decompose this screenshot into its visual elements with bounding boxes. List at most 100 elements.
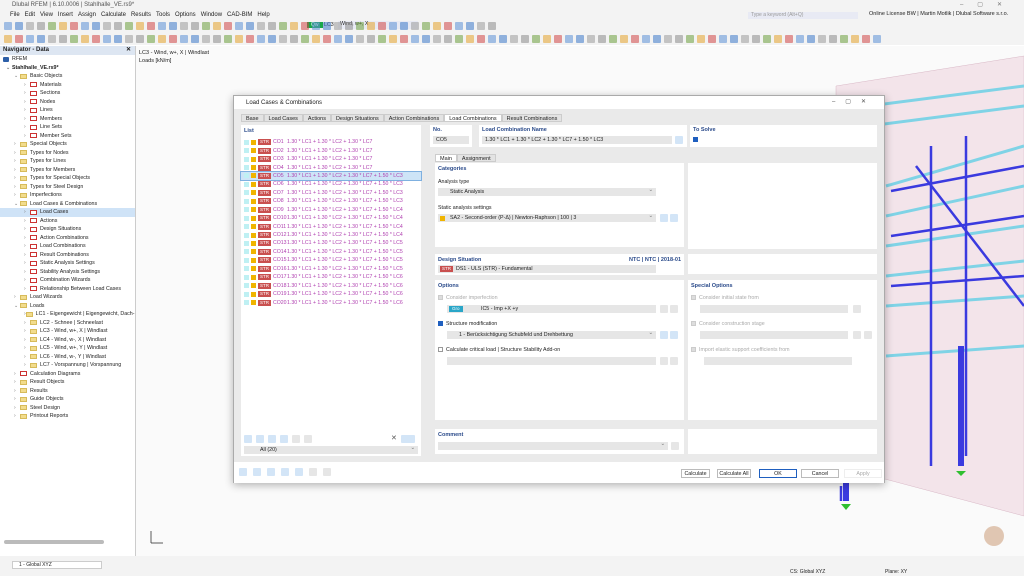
tab-result-combinations[interactable]: Result Combinations — [501, 114, 563, 122]
elastic-support-select[interactable] — [704, 357, 852, 365]
dialog-window-controls[interactable]: –▢✕ — [831, 99, 876, 105]
structure-modification-checkbox[interactable] — [438, 321, 443, 327]
toolbar-tool-icon[interactable] — [125, 34, 133, 43]
toolbar-tool-icon[interactable] — [235, 34, 243, 43]
toolbar-tool-icon[interactable] — [180, 34, 188, 43]
toolbar-tool-icon[interactable] — [158, 34, 166, 43]
toolbar-tool-icon[interactable] — [268, 34, 276, 43]
copy-icon[interactable] — [256, 435, 264, 443]
list-item[interactable]: STR CO18 1.30 * LC1 + 1.30 * LC2 + 1.30 * … — [241, 281, 421, 289]
tree-item-calculation-diagrams[interactable]: › Calculation Diagrams — [0, 370, 135, 379]
tree-item-lc2-schnee-schneelast[interactable]: › LC2 - Schnee | Schneelast — [0, 319, 135, 328]
close-icon[interactable]: ✕ — [125, 47, 131, 53]
tab-action-combinations[interactable]: Action Combinations — [383, 114, 445, 122]
toolbar-tool-icon[interactable] — [147, 34, 155, 43]
to-solve-checkbox[interactable] — [693, 137, 698, 142]
tree-item-member-sets[interactable]: › Member Sets — [0, 132, 135, 141]
toolbar-tool-icon[interactable] — [609, 34, 617, 43]
analysis-type-select[interactable]: Static Analysis — [438, 186, 656, 196]
tree-item-steel-design[interactable]: › Steel Design — [0, 404, 135, 413]
sort-icon[interactable] — [304, 435, 312, 443]
toolbar-tool-icon[interactable] — [59, 34, 67, 43]
window-controls[interactable]: –▢✕ — [959, 2, 1016, 8]
toolbar-tool-icon[interactable] — [411, 34, 419, 43]
tree-item-line-sets[interactable]: › Line Sets — [0, 123, 135, 132]
tree-item-basic-objects[interactable]: ⌄ Basic Objects — [0, 72, 135, 81]
toolbar-tool-icon[interactable] — [202, 34, 210, 43]
toolbar-tool-icon[interactable] — [543, 34, 551, 43]
tree-item-design-situations[interactable]: › Design Situations — [0, 225, 135, 234]
chevron-right-icon[interactable]: › — [24, 251, 26, 258]
toolbar-tool-icon[interactable] — [257, 21, 265, 30]
chevron-right-icon[interactable]: › — [24, 209, 26, 216]
tree-item-materials[interactable]: › Materials — [0, 81, 135, 90]
tree-item-lines[interactable]: › Lines — [0, 106, 135, 115]
new-settings-icon[interactable] — [660, 214, 668, 222]
toolbar-tool-icon[interactable] — [37, 21, 45, 30]
chevron-right-icon[interactable]: › — [24, 285, 26, 292]
toolbar-tool-icon[interactable] — [422, 34, 430, 43]
toolbar-tool-icon[interactable] — [389, 21, 397, 30]
graphics-icon[interactable] — [267, 468, 275, 476]
toolbar-tool-icon[interactable] — [279, 34, 287, 43]
construction-stage-select[interactable] — [700, 331, 848, 339]
chevron-right-icon[interactable]: › — [14, 370, 16, 377]
check-icon[interactable] — [268, 435, 276, 443]
static-settings-select[interactable]: SA2 - Second-order (P-Δ) | Newton-Raphso… — [438, 212, 656, 222]
chevron-right-icon[interactable]: › — [24, 362, 26, 369]
list-item[interactable]: STR CO16 1.30 * LC1 + 1.30 * LC2 + 1.30 * … — [241, 265, 421, 273]
toolbar-tool-icon[interactable] — [301, 21, 309, 30]
toolbar-tool-icon[interactable] — [191, 21, 199, 30]
combination-name-field[interactable]: 1.30 * LC1 + 1.30 * LC2 + 1.30 * LC7 + 1… — [482, 136, 672, 144]
tree-item-lc4-wind-w-x-windlast[interactable]: › LC4 - Wind, w-, X | Windlast — [0, 336, 135, 345]
toolbar-tool-icon[interactable] — [499, 34, 507, 43]
chevron-right-icon[interactable]: › — [24, 260, 26, 267]
menu-calculate[interactable]: Calculate — [100, 11, 126, 18]
tree-item-special-objects[interactable]: › Special Objects — [0, 140, 135, 149]
toolbar-tool-icon[interactable] — [169, 21, 177, 30]
toolbar-tool-icon[interactable] — [323, 21, 331, 30]
toolbar-tool-icon[interactable] — [290, 21, 298, 30]
toolbar-tool-icon[interactable] — [741, 34, 749, 43]
list-item[interactable]: STR CO5 1.30 * LC1 + 1.30 * LC2 + 1.30 * L… — [240, 170, 422, 182]
chevron-right-icon[interactable]: › — [24, 311, 26, 317]
user-avatar[interactable] — [984, 526, 1004, 546]
toolbar-tool-icon[interactable] — [400, 34, 408, 43]
toolbar-tool-icon[interactable] — [136, 21, 144, 30]
tree-item-actions[interactable]: › Actions — [0, 217, 135, 226]
toolbar-tool-icon[interactable] — [565, 34, 573, 43]
toolbar-tool-icon[interactable] — [796, 34, 804, 43]
tree-item-lc3-wind-w-x-windlast[interactable]: › LC3 - Wind, w+, X | Windlast — [0, 327, 135, 336]
toolbar-tool-icon[interactable] — [4, 21, 12, 30]
toolbar-tool-icon[interactable] — [620, 34, 628, 43]
chevron-right-icon[interactable]: › — [24, 90, 26, 97]
toolbar-tool-icon[interactable] — [26, 21, 34, 30]
toolbar-tool-icon[interactable] — [235, 21, 243, 30]
toolbar-tool-icon[interactable] — [455, 34, 463, 43]
toolbar-tool-icon[interactable] — [653, 34, 661, 43]
edit-initial-state-icon[interactable] — [853, 305, 861, 313]
toolbar-tool-icon[interactable] — [818, 34, 826, 43]
toolbar-tool-icon[interactable] — [840, 34, 848, 43]
chevron-right-icon[interactable]: › — [14, 387, 16, 394]
tree-item-types-for-lines[interactable]: › Types for Lines — [0, 157, 135, 166]
toolbar-tool-icon[interactable] — [70, 34, 78, 43]
toolbar-tool-icon[interactable] — [81, 21, 89, 30]
toolbar-tool-icon[interactable] — [246, 34, 254, 43]
toolbar-tool-icon[interactable] — [587, 34, 595, 43]
chevron-right-icon[interactable]: › — [24, 217, 26, 224]
initial-state-option[interactable]: Consider initial state from — [691, 295, 759, 301]
tree-item-printout-reports[interactable]: › Printout Reports — [0, 412, 135, 421]
new-icon[interactable] — [244, 435, 252, 443]
chevron-right-icon[interactable]: › — [14, 396, 16, 403]
list-item[interactable]: STR CO9 1.30 * LC1 + 1.30 * LC2 + 1.30 * L… — [241, 206, 421, 214]
toolbar-tool-icon[interactable] — [4, 34, 12, 43]
edit-name-icon[interactable] — [675, 136, 683, 144]
construction-stage-option[interactable]: Consider construction stage — [691, 321, 765, 327]
edit-modification-icon[interactable] — [670, 331, 678, 339]
tree-item-imperfections[interactable]: › Imperfections — [0, 191, 135, 200]
renumber-icon[interactable] — [292, 435, 300, 443]
edit-imperfection-icon[interactable] — [670, 305, 678, 313]
toolbar-tool-icon[interactable] — [752, 34, 760, 43]
toolbar-tool-icon[interactable] — [224, 34, 232, 43]
